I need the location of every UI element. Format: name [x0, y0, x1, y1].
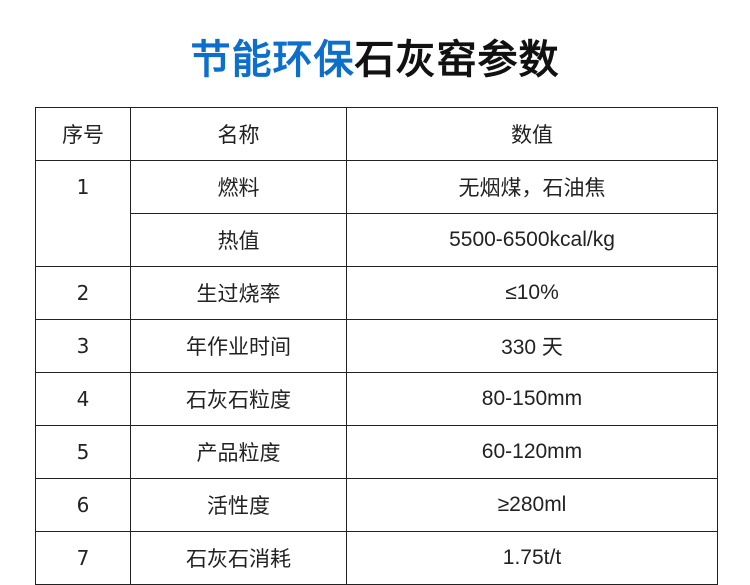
row-value: 60-120mm — [346, 425, 718, 479]
row-no: 4 — [35, 372, 131, 426]
table-row: 6 活性度 ≥280ml — [35, 478, 718, 532]
title-rest: 石灰窑参数 — [354, 37, 560, 83]
table-row: 2 生过烧率 ≤10% — [35, 266, 718, 320]
row-value: 80-150mm — [346, 372, 718, 426]
row-name: 燃料 — [130, 160, 347, 214]
table-header-row: 序号 名称 数值 — [35, 107, 718, 161]
row-no: 3 — [35, 319, 131, 373]
row-value: ≥280ml — [346, 478, 718, 532]
row-value: ≤10% — [346, 266, 718, 320]
row-name: 生过烧率 — [130, 266, 347, 320]
row-name: 年作业时间 — [130, 319, 347, 373]
table-row: 7 石灰石消耗 1.75t/t — [35, 531, 718, 585]
header-no: 序号 — [35, 107, 131, 161]
row-name: 石灰石消耗 — [130, 531, 347, 585]
row-no: 6 — [35, 478, 131, 532]
title-highlight: 节能环保 — [190, 37, 355, 83]
row-name: 石灰石粒度 — [130, 372, 347, 426]
table-row: 4 石灰石粒度 80-150mm — [35, 372, 718, 426]
header-value: 数值 — [346, 107, 718, 161]
table-row: 5 产品粒度 60-120mm — [35, 425, 718, 479]
row-value: 无烟煤，石油焦 — [346, 160, 718, 214]
row-no: 2 — [35, 266, 131, 320]
row-no: 7 — [35, 531, 131, 585]
table-row: 3 年作业时间 330 天 — [35, 319, 718, 373]
row-value: 1.75t/t — [346, 531, 718, 585]
row-no: 1 — [35, 160, 131, 267]
table-row: 热值 5500-6500kcal/kg — [36, 213, 718, 267]
row-value: 5500-6500kcal/kg — [346, 213, 718, 267]
row-name: 热值 — [130, 213, 347, 267]
row-value: 330 天 — [346, 319, 718, 373]
table-row: 1 燃料 无烟煤，石油焦 — [35, 160, 718, 267]
row-name: 产品粒度 — [130, 425, 347, 479]
row-no: 5 — [35, 425, 131, 479]
page-title: 节能环保石灰窑参数 — [0, 34, 750, 86]
row-name: 活性度 — [130, 478, 347, 532]
header-name: 名称 — [130, 107, 347, 161]
parameters-table: 序号 名称 数值 1 燃料 无烟煤，石油焦 热值 5500-6500kcal/k… — [35, 107, 718, 585]
